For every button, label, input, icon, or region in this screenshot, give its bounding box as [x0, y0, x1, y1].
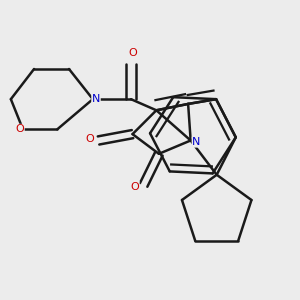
Text: N: N	[192, 137, 201, 147]
Text: O: O	[15, 124, 24, 134]
Text: N: N	[92, 94, 100, 104]
Text: O: O	[128, 48, 137, 58]
Text: O: O	[130, 182, 139, 191]
Text: O: O	[85, 134, 94, 144]
